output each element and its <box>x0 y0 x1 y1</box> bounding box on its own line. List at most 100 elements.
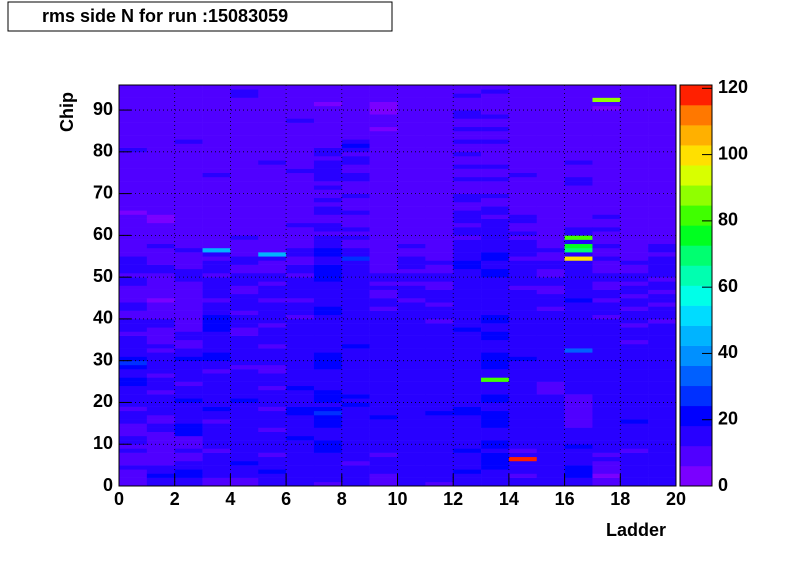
heat-cell <box>453 160 482 165</box>
heat-cell <box>119 264 148 270</box>
palette-band <box>680 445 712 467</box>
heat-cell <box>564 444 593 449</box>
heat-cell <box>258 406 287 412</box>
heat-cell <box>648 414 677 420</box>
heat-cell <box>564 105 593 111</box>
heat-cell <box>592 93 621 98</box>
heat-cell <box>313 105 343 111</box>
heat-cell <box>202 130 231 136</box>
heat-cell <box>620 193 649 199</box>
heat-cell <box>286 402 315 407</box>
heat-cell <box>453 139 482 144</box>
heat-cell <box>397 272 426 278</box>
heat-cell <box>313 97 343 103</box>
heat-cell <box>453 218 482 224</box>
heat-cell <box>202 469 231 474</box>
heat-cell <box>258 185 287 190</box>
heat-cell <box>481 431 510 437</box>
heat-cell <box>258 293 287 299</box>
heat-cell <box>481 356 510 361</box>
heat-cell <box>481 114 510 119</box>
heat-cell <box>481 160 510 165</box>
heat-cell <box>397 235 426 240</box>
heat-cell <box>592 197 621 203</box>
heat-cell <box>592 218 621 224</box>
heat-cell <box>119 356 148 361</box>
heat-cell <box>425 147 454 153</box>
heat-cell <box>397 293 426 299</box>
heat-cell <box>369 343 398 349</box>
heat-cell <box>620 89 649 94</box>
heat-cell <box>230 331 259 336</box>
heat-cell <box>536 356 565 361</box>
heat-cell <box>313 235 343 240</box>
heat-cell <box>174 118 203 123</box>
heat-cell <box>119 189 148 194</box>
heat-cell <box>119 318 148 324</box>
heat-cell <box>258 89 287 94</box>
heat-cell <box>508 410 538 416</box>
heat-cell <box>313 260 343 265</box>
heat-cell <box>230 373 259 378</box>
heat-cell <box>146 110 175 115</box>
heat-cell <box>536 440 565 445</box>
heat-cell <box>369 214 398 219</box>
heat-cell <box>536 277 565 282</box>
heat-cell <box>146 477 175 483</box>
heat-cell <box>369 293 398 299</box>
heat-cell <box>369 314 398 320</box>
heat-cell <box>341 356 370 361</box>
heat-cell <box>174 427 203 432</box>
heat-cell <box>146 210 175 215</box>
heat-cell <box>592 465 621 470</box>
heat-cell <box>564 360 593 366</box>
heat-cell <box>397 398 426 403</box>
heat-cell <box>397 327 426 332</box>
heat-cell <box>341 122 370 128</box>
heat-cell <box>648 272 677 278</box>
heat-cell <box>230 352 259 357</box>
heat-cell <box>425 360 454 366</box>
heat-cell <box>313 444 343 449</box>
heat-cell <box>481 130 510 136</box>
heat-cell <box>174 385 203 391</box>
heat-cell <box>174 130 203 136</box>
heat-cell <box>620 452 649 458</box>
heat-cell <box>508 185 538 190</box>
y-tick-label: 70 <box>93 182 113 202</box>
heat-cell <box>508 130 538 136</box>
heat-cell <box>146 440 175 445</box>
heat-cell <box>369 247 398 253</box>
heat-cell <box>481 126 510 132</box>
heat-cell <box>592 352 621 357</box>
heat-cell <box>313 377 343 382</box>
heat-cell <box>453 460 482 466</box>
heat-cell <box>202 410 231 416</box>
heat-cell <box>202 101 231 107</box>
heat-cell <box>202 97 231 103</box>
heat-cell <box>592 231 621 236</box>
heat-cell <box>592 143 621 148</box>
heat-cell <box>536 298 565 303</box>
heat-cell <box>508 465 538 470</box>
heat-cell <box>202 419 231 424</box>
heat-cell <box>286 160 315 165</box>
heat-cell <box>369 381 398 387</box>
heat-cell <box>397 444 426 449</box>
heat-cell <box>425 410 454 416</box>
heat-cell <box>202 139 231 144</box>
heat-cell <box>592 335 621 341</box>
heat-cell <box>592 185 621 190</box>
heat-cell <box>397 147 426 153</box>
heat-cell <box>453 369 482 374</box>
heat-cell <box>202 373 231 378</box>
heat-cell <box>174 185 203 190</box>
heat-cell <box>230 481 259 487</box>
heat-cell <box>174 101 203 107</box>
heat-cell <box>508 218 538 224</box>
heat-cell <box>286 314 315 320</box>
heat-cell <box>119 465 148 470</box>
heat-cell <box>481 402 510 407</box>
heat-cell <box>481 247 510 253</box>
heat-cell <box>174 431 203 437</box>
